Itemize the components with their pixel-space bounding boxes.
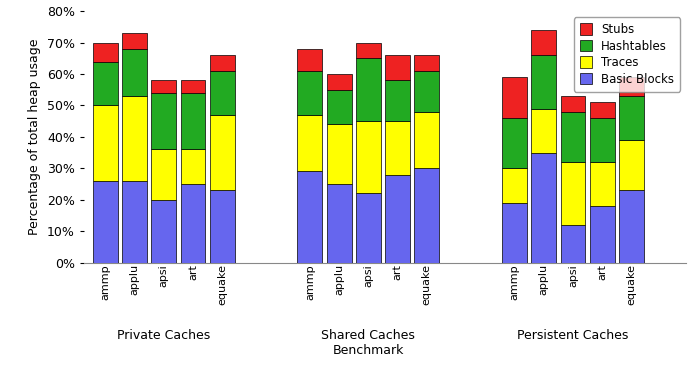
Bar <box>327 184 351 262</box>
Bar <box>151 93 176 149</box>
Bar <box>93 105 118 181</box>
Bar <box>210 71 235 115</box>
Bar <box>502 77 527 118</box>
Bar <box>619 190 644 262</box>
Bar <box>531 55 556 109</box>
Bar <box>93 181 118 262</box>
Bar <box>590 118 615 162</box>
Bar <box>619 96 644 140</box>
Bar <box>561 162 585 225</box>
Bar <box>181 184 205 262</box>
Bar <box>385 121 410 175</box>
Bar <box>298 71 322 115</box>
Bar <box>181 149 205 184</box>
Bar <box>356 58 381 121</box>
Bar <box>590 162 615 206</box>
Bar <box>122 33 147 49</box>
Bar <box>590 102 615 118</box>
Bar <box>561 225 585 262</box>
Bar <box>327 90 351 124</box>
Bar <box>531 109 556 153</box>
Bar <box>298 171 322 262</box>
Bar <box>590 206 615 262</box>
Bar <box>619 140 644 190</box>
Bar <box>619 77 644 96</box>
Bar <box>414 71 440 112</box>
Bar <box>356 121 381 194</box>
Bar <box>181 80 205 93</box>
Bar <box>210 190 235 262</box>
Bar <box>356 194 381 262</box>
Text: Shared Caches
Benchmark: Shared Caches Benchmark <box>321 329 415 357</box>
Bar <box>502 168 527 203</box>
Bar <box>561 112 585 162</box>
Bar <box>151 200 176 262</box>
Bar <box>414 55 440 71</box>
Bar <box>210 115 235 190</box>
Legend: Stubs, Hashtables, Traces, Basic Blocks: Stubs, Hashtables, Traces, Basic Blocks <box>574 17 680 92</box>
Bar <box>181 93 205 149</box>
Bar <box>385 175 410 262</box>
Bar <box>122 96 147 181</box>
Bar <box>385 80 410 121</box>
Bar <box>122 181 147 262</box>
Bar <box>385 55 410 80</box>
Bar <box>531 30 556 55</box>
Bar <box>122 49 147 96</box>
Bar <box>561 96 585 112</box>
Bar <box>151 80 176 93</box>
Bar <box>93 43 118 62</box>
Bar <box>327 74 351 90</box>
Text: Persistent Caches: Persistent Caches <box>517 329 629 342</box>
Bar <box>356 43 381 58</box>
Y-axis label: Percentage of total heap usage: Percentage of total heap usage <box>29 39 41 235</box>
Bar <box>210 55 235 71</box>
Bar <box>414 112 440 168</box>
Bar <box>414 168 440 262</box>
Bar <box>151 149 176 200</box>
Bar <box>531 153 556 262</box>
Bar <box>93 62 118 105</box>
Text: Private Caches: Private Caches <box>117 329 211 342</box>
Bar <box>327 124 351 184</box>
Bar <box>298 115 322 171</box>
Bar <box>502 118 527 168</box>
Bar <box>502 203 527 262</box>
Bar <box>298 49 322 71</box>
